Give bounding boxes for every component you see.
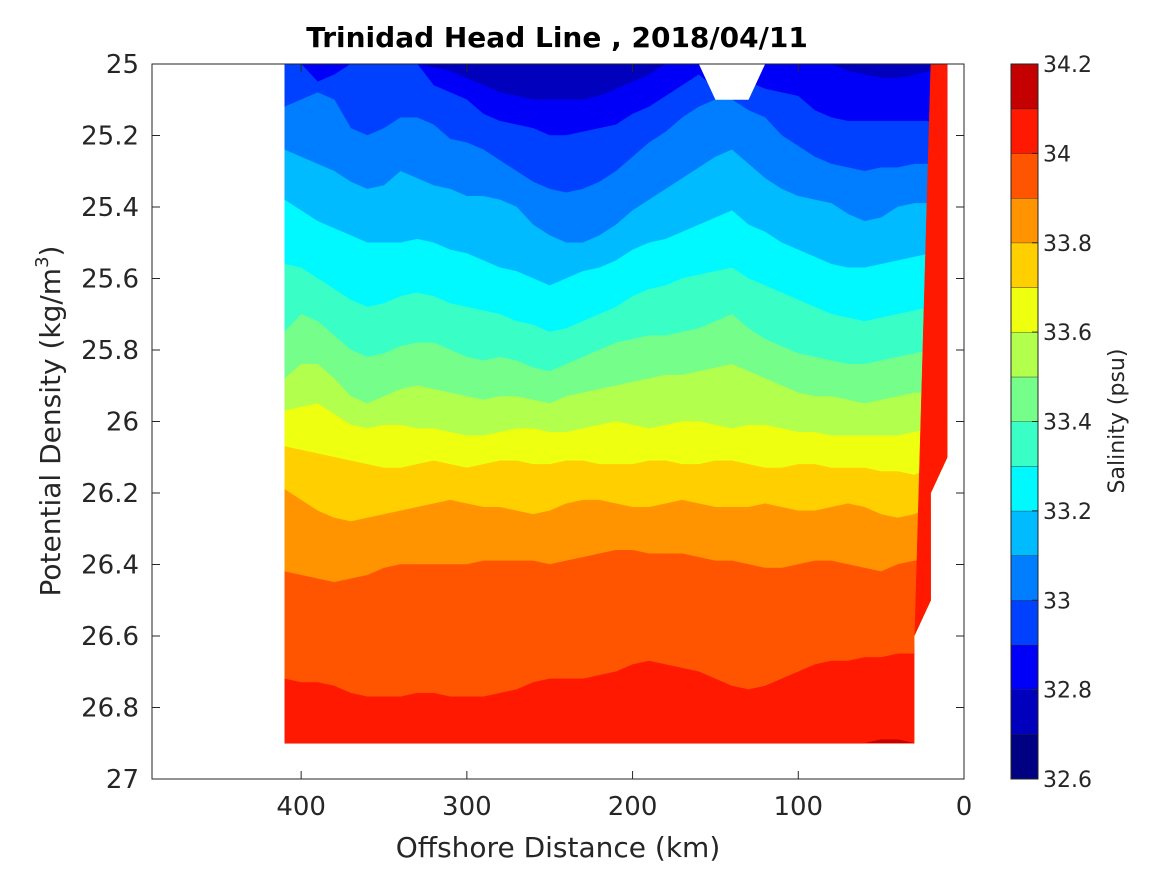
x-tick-label: 0 — [956, 792, 973, 822]
colorbar-swatch — [1011, 376, 1038, 422]
colorbar-swatch — [1011, 689, 1038, 735]
y-axis: 25 25.2 25.4 25.6 25.8 26 26.2 26.4 26.6 26.8 27 — [81, 50, 964, 795]
x-tick-label: 300 — [442, 792, 492, 822]
data-gap — [698, 64, 766, 100]
x-axis-title: Offshore Distance (km) — [396, 831, 721, 864]
chart-title: Trinidad Head Line , 2018/04/11 — [306, 21, 808, 54]
data-gaps — [698, 64, 766, 100]
colorbar-tick-label: 33.4 — [1043, 411, 1092, 436]
y-tick-label: 27 — [106, 765, 139, 795]
colorbar-swatch — [1011, 734, 1038, 779]
y-tick-label: 26.2 — [81, 479, 139, 509]
colorbar-swatch — [1011, 242, 1038, 288]
colorbar-ticks: 32.6 32.8 33 33.2 33.4 33.6 33.8 34 34.2 — [1032, 53, 1092, 793]
colorbar-tick-label: 32.6 — [1043, 768, 1092, 793]
colorbar-swatch — [1011, 466, 1038, 511]
colorbar-swatch — [1011, 555, 1038, 601]
y-tick-label: 25.6 — [81, 265, 139, 295]
colorbar — [1011, 63, 1038, 779]
colorbar-tick-label: 32.8 — [1043, 679, 1092, 704]
y-tick-label: 25.4 — [81, 193, 139, 223]
x-axis: 400 300 200 100 0 — [276, 64, 972, 822]
colorbar-tick-label: 33.2 — [1043, 500, 1092, 525]
x-tick-label: 200 — [608, 792, 658, 822]
colorbar-swatch — [1011, 332, 1038, 377]
y-tick-label: 25 — [106, 50, 139, 80]
contour-band — [284, 64, 948, 744]
colorbar-tick-label: 34 — [1043, 142, 1071, 167]
colorbar-title: Salinity (psu) — [1105, 349, 1130, 494]
colorbar-tick-label: 33.6 — [1043, 321, 1092, 346]
x-tick-label: 100 — [773, 792, 823, 822]
y-tick-label: 26 — [106, 408, 139, 438]
colorbar-tick-label: 33 — [1043, 589, 1071, 614]
x-tick-label: 400 — [276, 792, 326, 822]
y-tick-label: 25.8 — [81, 336, 139, 366]
colorbar-tick-label: 33.8 — [1043, 232, 1092, 257]
colorbar-swatch — [1011, 644, 1038, 690]
colorbar-swatch — [1011, 64, 1038, 109]
colorbar-swatch — [1011, 600, 1038, 645]
y-tick-label: 26.8 — [81, 694, 139, 724]
contour-band — [284, 739, 948, 744]
contour-fills — [284, 64, 948, 744]
y-tick-label: 26.6 — [81, 622, 139, 652]
colorbar-swatch — [1011, 198, 1038, 243]
y-tick-label: 25.2 — [81, 122, 139, 152]
y-axis-title: Potential Density (kg/m3) — [32, 246, 67, 597]
colorbar-swatch — [1011, 287, 1038, 333]
colorbar-swatch — [1011, 510, 1038, 556]
colorbar-swatch — [1011, 108, 1038, 154]
colorbar-tick-label: 34.2 — [1043, 53, 1092, 78]
y-tick-label: 26.4 — [81, 551, 139, 581]
colorbar-swatch — [1011, 153, 1038, 199]
colorbar-swatch — [1011, 421, 1038, 467]
